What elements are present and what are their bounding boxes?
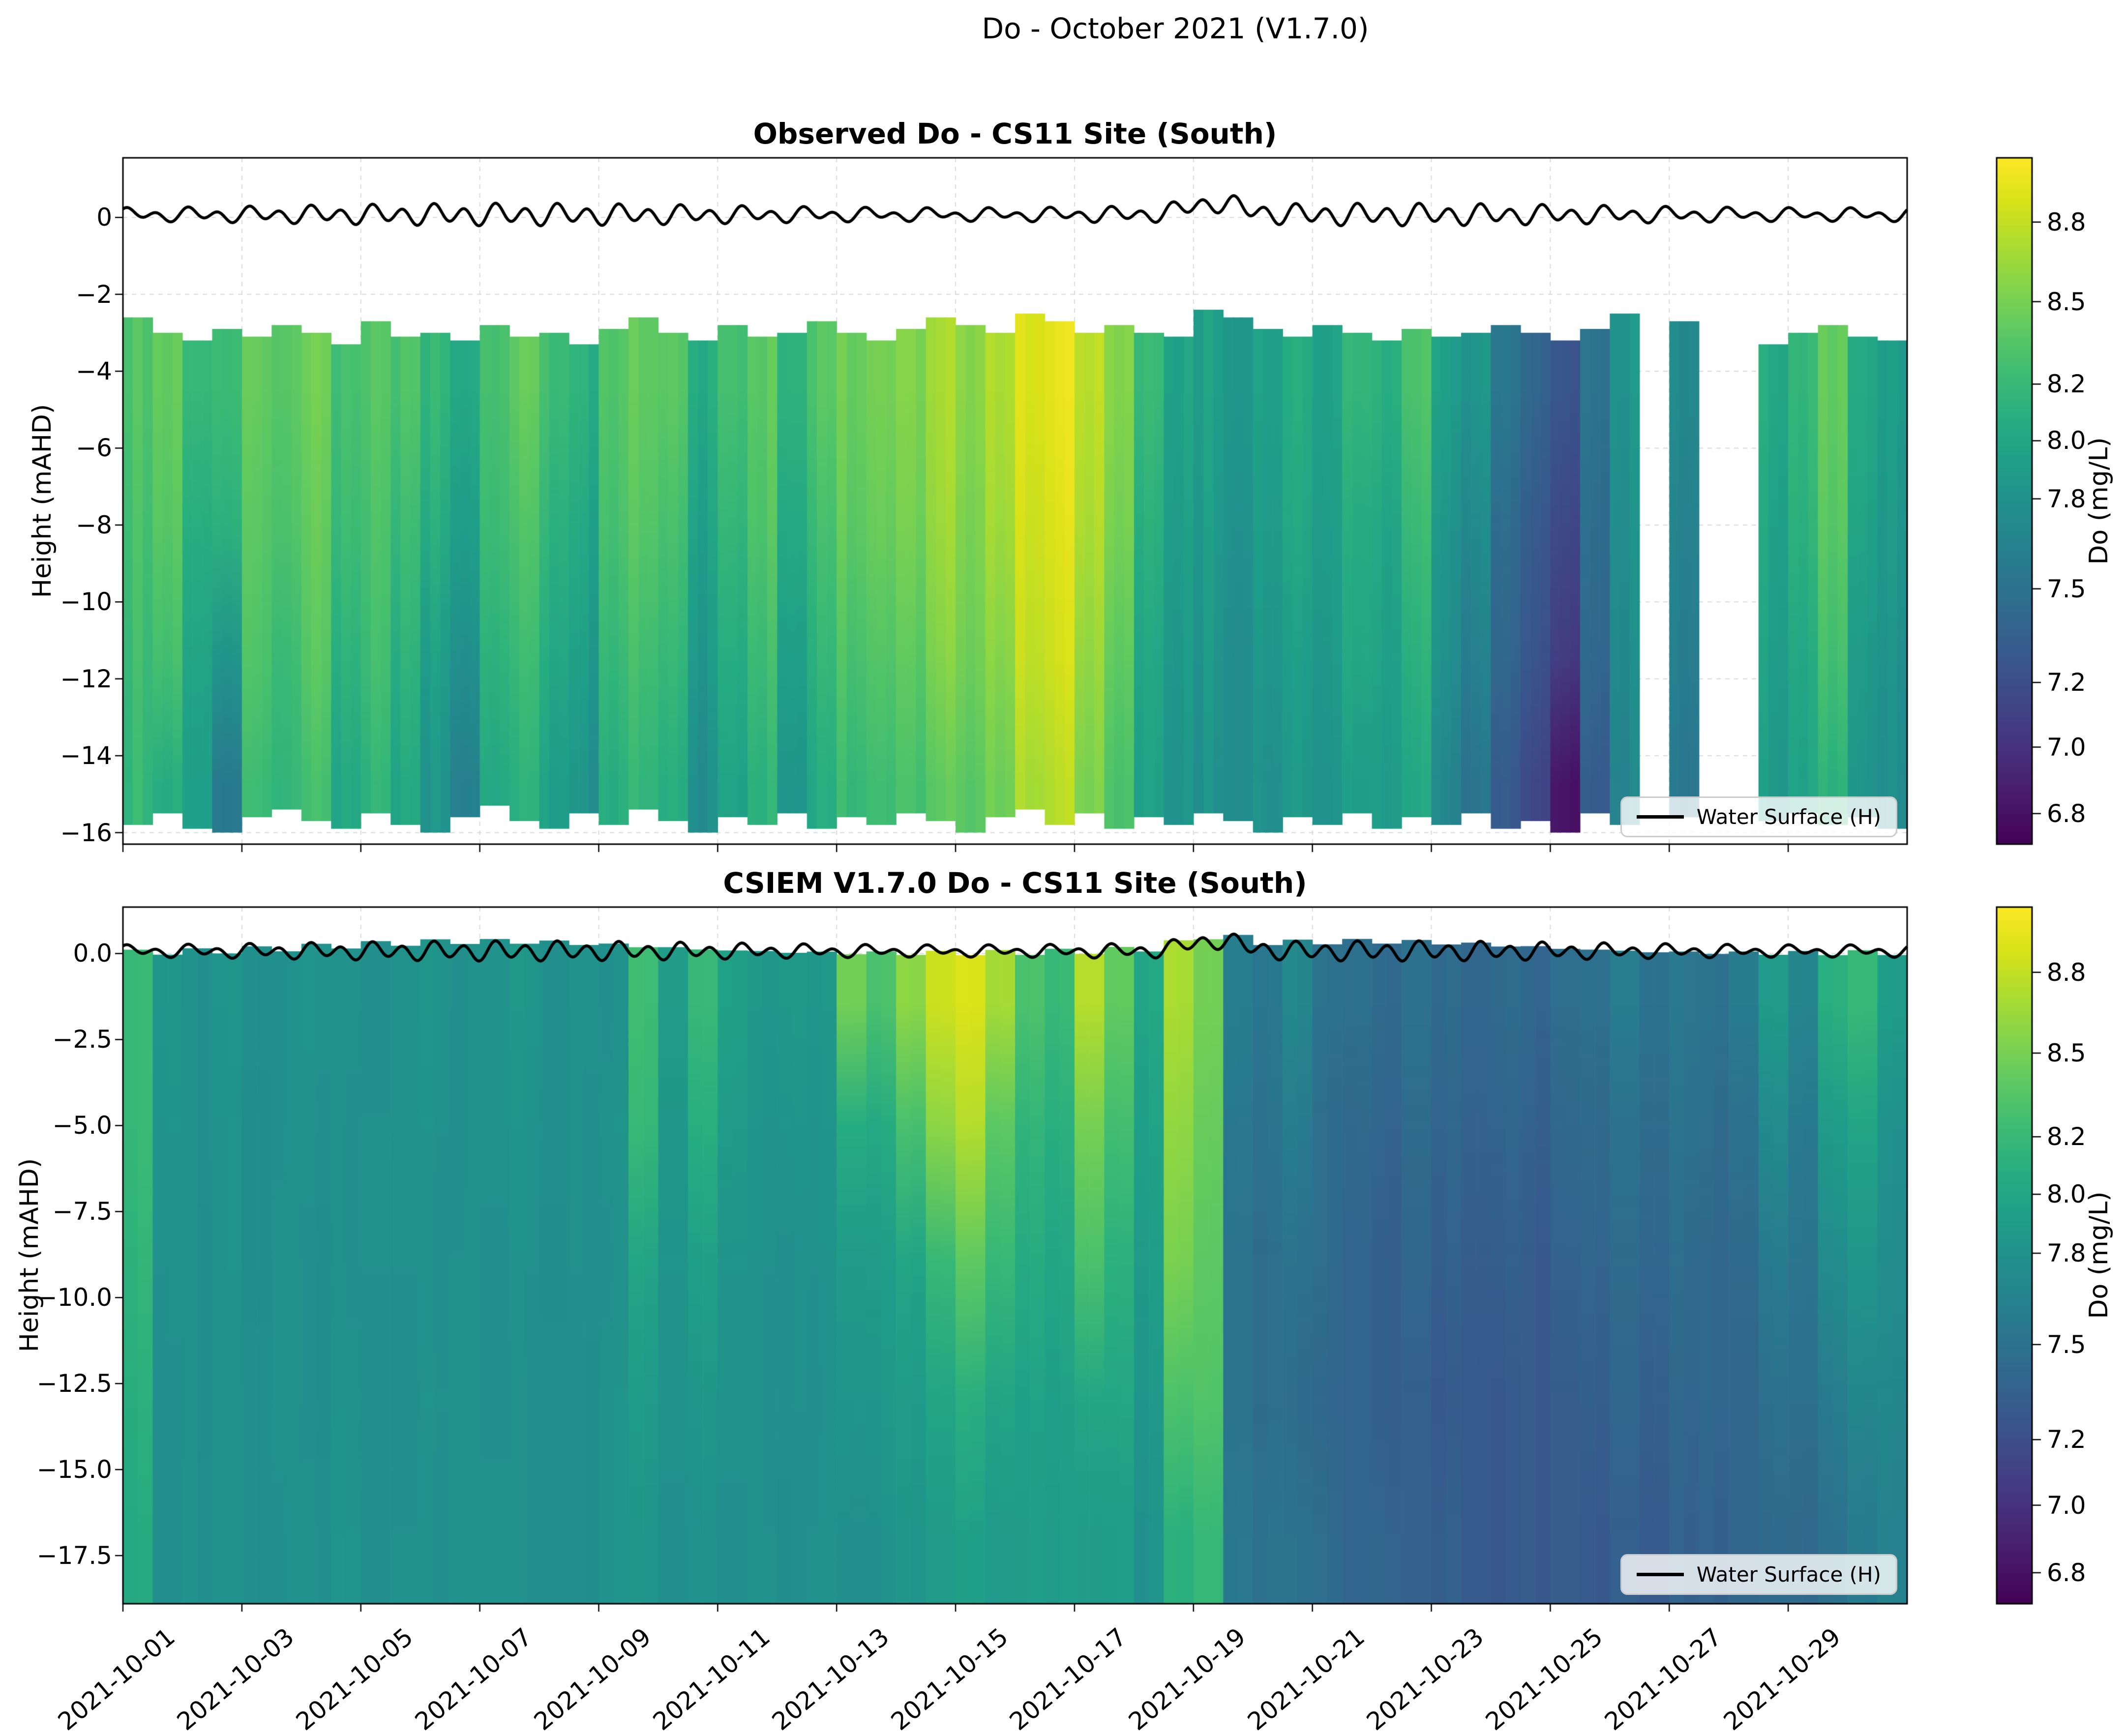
colorbar-tick-label: 7.5 [2047, 574, 2086, 603]
y-tick-label: −10 [60, 588, 112, 617]
colorbar-tick-label: 7.8 [2047, 1239, 2086, 1268]
legend-label: Water Surface (H) [1696, 1562, 1881, 1587]
colorbar-tick-label: 7.0 [2047, 1491, 2086, 1520]
legend-model: Water Surface (H) [1620, 1554, 1897, 1595]
figure-title: Do - October 2021 (V1.7.0) [982, 12, 1369, 45]
colorbar-tick-label: 8.8 [2047, 207, 2086, 236]
y-tick-label: −8 [76, 510, 112, 539]
colorbar-tick-label: 7.8 [2047, 484, 2086, 513]
colorbar-tick-label: 8.2 [2047, 1122, 2086, 1151]
water-surface-line-icon [1636, 1573, 1684, 1576]
colorbar-tick-label: 8.0 [2047, 1180, 2086, 1209]
panel-title-model: CSIEM V1.7.0 Do - CS11 Site (South) [723, 866, 1307, 900]
y-tick-label: −2.5 [52, 1025, 112, 1054]
y-tick-label: −12.5 [36, 1369, 112, 1398]
legend-label: Water Surface (H) [1696, 805, 1881, 829]
colorbar-tick-label: 7.0 [2047, 733, 2086, 762]
y-tick-label: −17.5 [36, 1541, 112, 1570]
colorbar-tick-label: 8.5 [2047, 1038, 2086, 1067]
y-tick-label: 0.0 [73, 939, 112, 968]
y-tick-label: −14 [60, 741, 112, 770]
colorbar-label-model: Do (mg/L) [2084, 1191, 2114, 1319]
y-tick-label: −4 [76, 357, 112, 386]
colorbar-tick-label: 8.0 [2047, 426, 2086, 455]
panel-title-observed: Observed Do - CS11 Site (South) [753, 117, 1277, 150]
y-tick-label: −2 [76, 280, 112, 309]
y-tick-label: −15.0 [36, 1455, 112, 1484]
legend-observed: Water Surface (H) [1620, 796, 1897, 837]
water-surface-line-icon [1636, 815, 1684, 819]
colorbar-tick-label: 6.8 [2047, 1558, 2086, 1587]
y-tick-label: 0 [96, 203, 112, 232]
colorbar-tick-label: 7.2 [2047, 1425, 2086, 1454]
y-tick-label: −16 [60, 818, 112, 847]
y-axis-label-observed: Height (mAHD) [28, 404, 57, 598]
y-tick-label: −10.0 [36, 1283, 112, 1312]
colorbar-tick-label: 8.5 [2047, 287, 2086, 316]
y-tick-label: −6 [76, 434, 112, 463]
colorbar-tick-label: 6.8 [2047, 799, 2086, 828]
colorbar-tick-label: 8.8 [2047, 958, 2086, 987]
colorbar-label-observed: Do (mg/L) [2084, 437, 2114, 565]
y-axis-label-model: Height (mAHD) [15, 1158, 44, 1353]
colorbar-tick-label: 7.5 [2047, 1330, 2086, 1359]
colorbar-tick-label: 7.2 [2047, 668, 2086, 697]
colorbar-tick-label: 8.2 [2047, 370, 2086, 399]
y-tick-label: −12 [60, 664, 112, 693]
y-tick-label: −5.0 [52, 1111, 112, 1140]
y-tick-label: −7.5 [52, 1197, 112, 1226]
